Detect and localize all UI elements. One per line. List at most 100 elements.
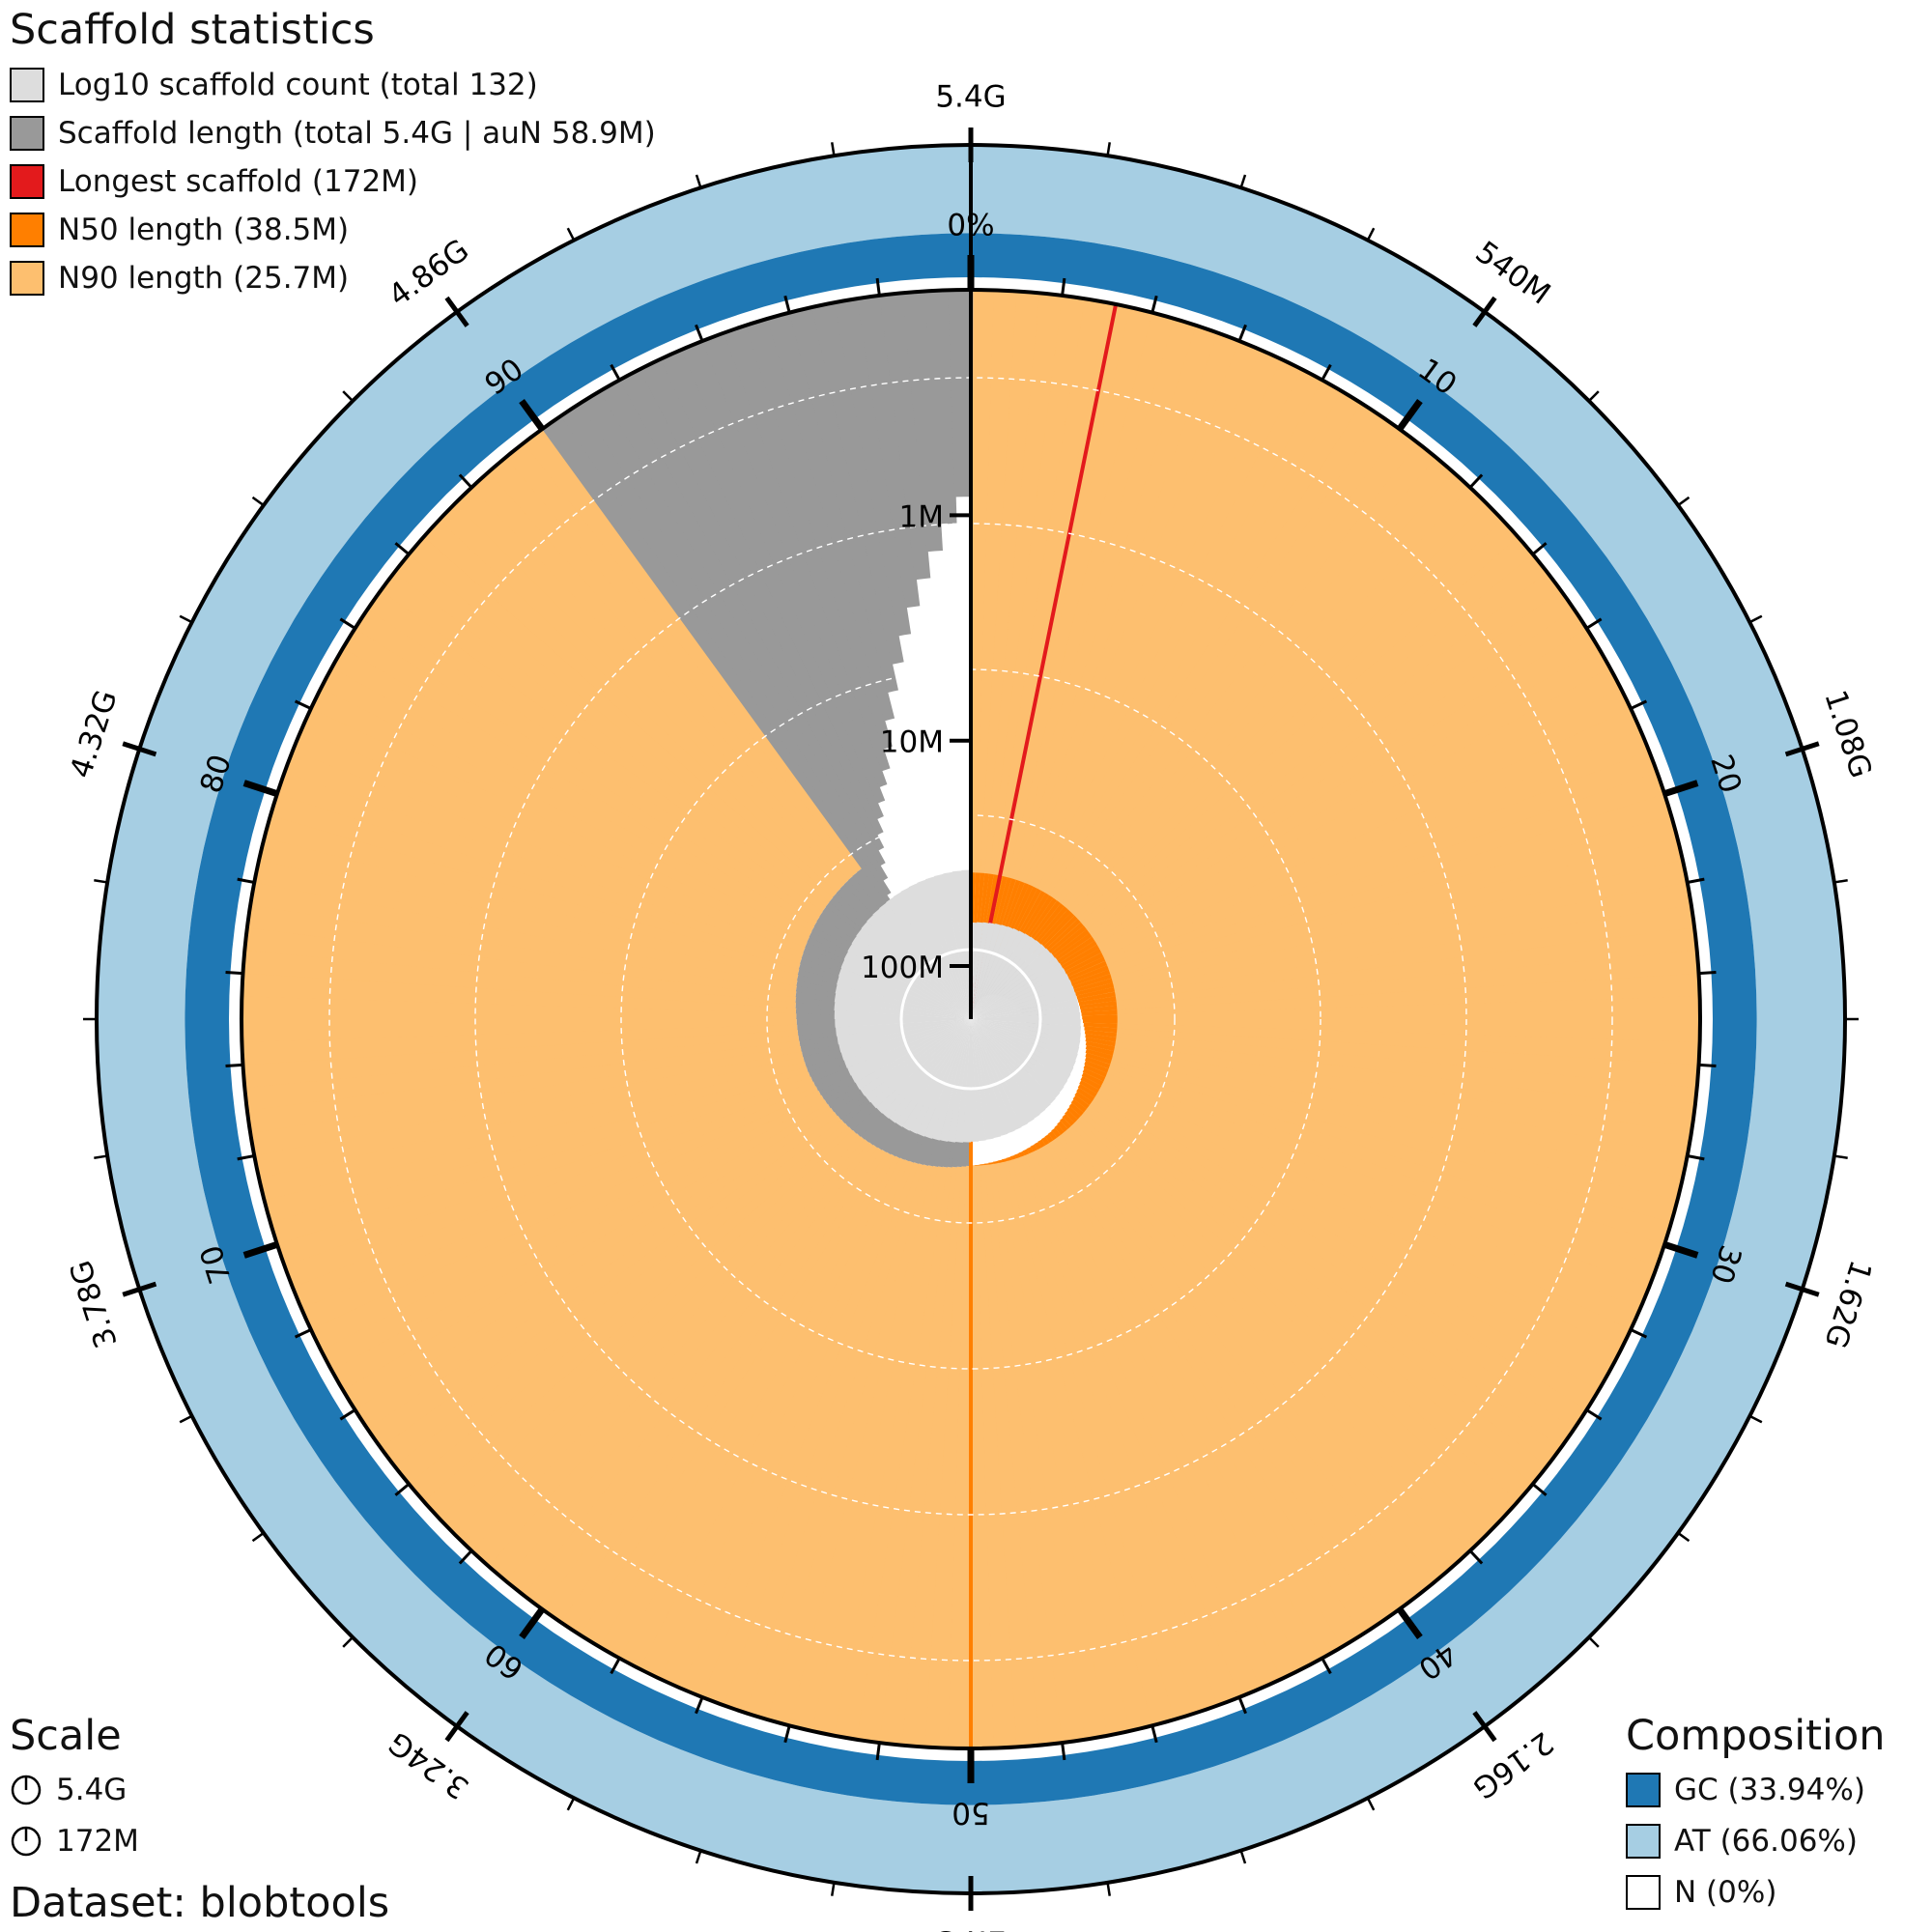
n90-segment (407, 1122, 849, 1502)
n90-segment (270, 791, 801, 970)
n50-segment (1057, 1121, 1068, 1133)
legend-label: N90 length (25.7M) (58, 261, 350, 296)
n50-segment (1054, 1124, 1065, 1136)
n90-segment (277, 770, 803, 964)
percent-tick (1061, 1742, 1066, 1761)
length-tick (1677, 496, 1690, 507)
percent-tick (519, 399, 546, 432)
n90-segment (1082, 1067, 1640, 1332)
n90-segment (1065, 729, 1650, 981)
n90-segment (1073, 815, 1678, 993)
scaffold-length-segment (660, 349, 884, 820)
percent-tick (695, 324, 704, 342)
n90-segment (258, 1056, 805, 1201)
scale-title: Scale (10, 1712, 122, 1760)
percent-tick (394, 1483, 411, 1496)
scale-circle-icon (11, 1826, 42, 1857)
radial-scale-label: 10M (880, 725, 944, 760)
length-tick (1784, 1281, 1820, 1297)
percent-tick (1698, 970, 1717, 976)
n90-segment (1037, 503, 1504, 956)
n90-segment (367, 588, 824, 917)
scaffold-count-segment (971, 923, 1002, 1019)
n50-segment (1082, 1067, 1106, 1082)
n90-segment (832, 1166, 948, 1740)
scaffold-count-segment (847, 1019, 971, 1076)
legend-swatch (1626, 1875, 1661, 1910)
n90-segment (810, 1166, 943, 1736)
percent-tick (1585, 617, 1603, 630)
percent-tick (1630, 1328, 1648, 1339)
radial-scale-label: 100M (861, 951, 944, 985)
scaffold-count-segment (971, 1019, 1015, 1134)
n90-segment (1037, 1139, 1343, 1660)
n90-segment (276, 1071, 810, 1266)
percent-tick (1396, 1606, 1423, 1639)
n90-segment (1068, 751, 1659, 984)
length-tick (1748, 614, 1763, 624)
scale-item-total: 5.4G (10, 1773, 127, 1807)
n90-segment (422, 1125, 853, 1519)
n90-segment (617, 1155, 900, 1669)
n90-segment (254, 858, 798, 986)
legend-item-longest-scaffold: Longest scaffold (172M) (10, 164, 418, 199)
n90-segment (1083, 1064, 1649, 1311)
n50-segment (975, 1164, 980, 1166)
n90-segment (1028, 457, 1456, 952)
percent-tick (294, 1328, 312, 1339)
n90-segment (1006, 1156, 1175, 1726)
scaffold-count-segment (971, 1019, 994, 1140)
legend-label: GC (33.94%) (1674, 1773, 1865, 1807)
n90-segment (270, 1065, 809, 1245)
n90-segment (1054, 1124, 1436, 1597)
percent-tick (875, 277, 881, 297)
length-tick (1588, 390, 1600, 402)
n50-segment (1081, 1009, 1118, 1016)
scaffold-count-segment (838, 1019, 971, 1053)
n90-segment (1079, 927, 1697, 1009)
n50-segment (1078, 996, 1117, 1007)
n50-segment (1018, 1151, 1025, 1157)
n90-segment (558, 1149, 887, 1635)
n50-segment (1019, 897, 1058, 949)
legend-label: Longest scaffold (172M) (58, 164, 419, 199)
length-tick (695, 174, 702, 188)
length-tick-label: 2.16G (1466, 1724, 1559, 1805)
scaffold-count-segment (971, 1011, 1081, 1020)
n90-segment (996, 332, 1242, 950)
n90-segment (968, 1165, 994, 1748)
scaffold-count-segment (971, 962, 1064, 1019)
n90-segment (699, 1162, 919, 1706)
n50-segment (1083, 1019, 1118, 1025)
n90-segment (309, 1090, 821, 1350)
percent-tick (1321, 1657, 1332, 1675)
legend-label: AT (66.06%) (1674, 1824, 1858, 1859)
n90-segment (439, 501, 841, 894)
n90-segment (1070, 1098, 1548, 1487)
n50-segment (983, 1163, 989, 1166)
scaffold-length-segment (745, 318, 893, 750)
n50-segment (1064, 956, 1106, 979)
n90-segment (1031, 471, 1472, 953)
percent-tick (1585, 1408, 1603, 1421)
scaffold-count-segment (925, 876, 971, 1019)
scaffold-count-segment (971, 1019, 1035, 1123)
n90-segment (242, 1016, 797, 1042)
n50-segment (1059, 948, 1102, 974)
n50-segment (1070, 1098, 1087, 1114)
n90-segment (1013, 391, 1364, 948)
n90-segment (1074, 1091, 1575, 1450)
scaffold-count-segment (860, 1019, 971, 1096)
length-tick (444, 296, 469, 327)
scaffold-count-segment (886, 896, 971, 1019)
percent-tick (1662, 1240, 1699, 1259)
n90-segment (1009, 1154, 1197, 1720)
n90-segment (1051, 1127, 1418, 1611)
percent-tick (783, 1724, 791, 1744)
n90-segment (503, 1142, 873, 1596)
n50-segment (1028, 906, 1068, 952)
scaffold-count-segment (971, 1019, 1040, 1120)
n90-segment (1009, 369, 1324, 947)
n90-segment (264, 1061, 807, 1223)
scaffold-count-segment (893, 892, 971, 1019)
